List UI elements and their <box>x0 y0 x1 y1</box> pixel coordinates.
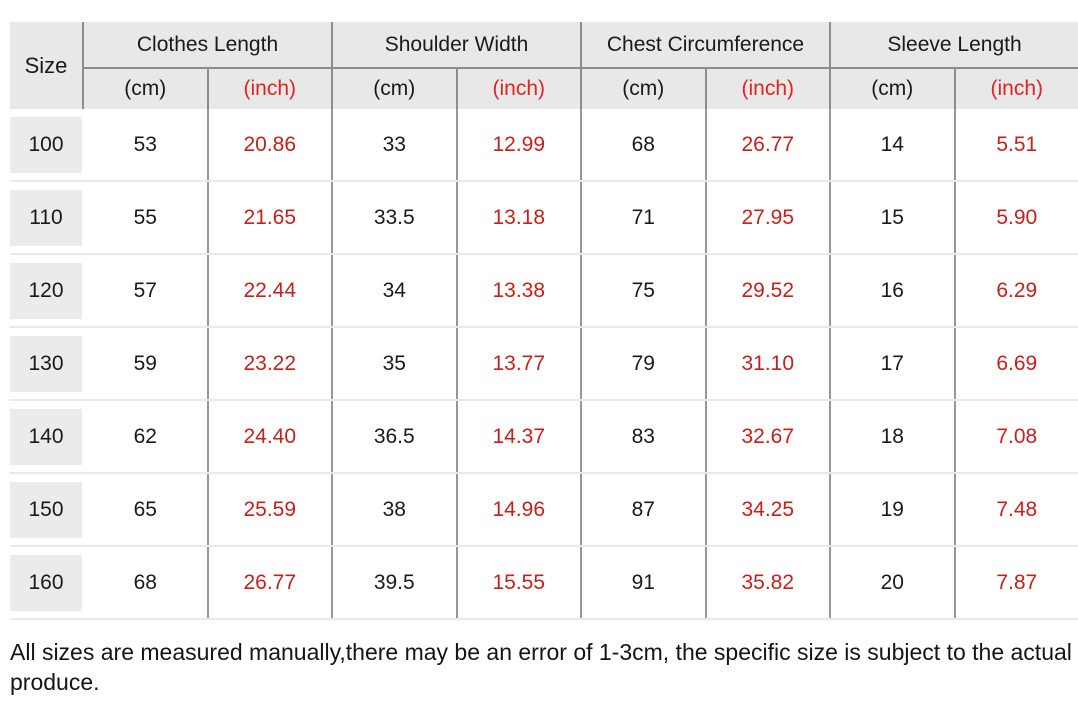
table-row: 160 68 26.77 39.5 15.55 91 35.82 20 7.87 <box>10 547 1078 620</box>
table-cell: 21.65 <box>209 182 333 253</box>
table-cell: 38 <box>333 474 458 545</box>
table-cell: 25.59 <box>209 474 333 545</box>
table-cell: 23.22 <box>209 328 333 399</box>
table-cell: 5.51 <box>996 132 1038 156</box>
table-cell: 83 <box>582 401 707 472</box>
table-cell: 53 <box>84 109 209 180</box>
size-cell: 120 <box>10 262 84 319</box>
table-cell: 59 <box>84 328 209 399</box>
table-cell: 68 <box>84 547 209 618</box>
size-column-header: Size <box>10 22 84 109</box>
table-row: 100 53 20.86 33 12.99 68 26.77 14 5.51 <box>10 109 1078 182</box>
size-cell: 100 <box>10 116 84 173</box>
table-cell: 6.29 <box>996 278 1038 302</box>
table-cell: 12.99 <box>458 109 582 180</box>
table-cell: 35.82 <box>707 547 831 618</box>
size-cell: 140 <box>10 408 84 465</box>
size-cell: 150 <box>10 481 84 538</box>
table-cell: 75 <box>582 255 707 326</box>
table-cell: 6.69 <box>996 351 1038 375</box>
table-cell: 62 <box>84 401 209 472</box>
table-cell: 32.67 <box>707 401 831 472</box>
group-header-chest-circumference: Chest Circumference <box>582 22 831 67</box>
table-cell: 34.25 <box>707 474 831 545</box>
table-cell: 20 <box>831 547 956 618</box>
table-cell: 7.87 <box>996 570 1038 594</box>
size-cell: 160 <box>10 554 84 611</box>
table-row: 130 59 23.22 35 13.77 79 31.10 17 6.69 <box>10 328 1078 401</box>
table-cell: 20.86 <box>209 109 333 180</box>
table-cell: 14.37 <box>458 401 582 472</box>
table-cell: 19 <box>831 474 956 545</box>
group-header-row: Clothes Length Shoulder Width Chest Circ… <box>84 22 1078 69</box>
size-cell: 130 <box>10 335 84 392</box>
group-header-shoulder-width: Shoulder Width <box>333 22 582 67</box>
table-body: 100 53 20.86 33 12.99 68 26.77 14 5.51 1… <box>10 109 1078 620</box>
unit-header-inch: (inch) <box>458 69 582 109</box>
unit-header-cm: (cm) <box>84 69 209 109</box>
table-cell: 15.55 <box>458 547 582 618</box>
header-groups: Clothes Length Shoulder Width Chest Circ… <box>84 22 1078 109</box>
table-row: 120 57 22.44 34 13.38 75 29.52 16 6.29 <box>10 255 1078 328</box>
table-cell: 26.77 <box>707 109 831 180</box>
table-cell: 55 <box>84 182 209 253</box>
table-cell: 16 <box>831 255 956 326</box>
table-row: 140 62 24.40 36.5 14.37 83 32.67 18 7.08 <box>10 401 1078 474</box>
table-cell: 14 <box>831 109 956 180</box>
table-cell: 14.96 <box>458 474 582 545</box>
unit-header-cm: (cm) <box>831 69 956 109</box>
table-cell: 26.77 <box>209 547 333 618</box>
table-cell: 71 <box>582 182 707 253</box>
table-cell: 39.5 <box>333 547 458 618</box>
table-cell: 91 <box>582 547 707 618</box>
table-cell: 13.18 <box>458 182 582 253</box>
table-header: Size Clothes Length Shoulder Width Chest… <box>10 22 1078 109</box>
table-cell: 15 <box>831 182 956 253</box>
table-cell: 7.08 <box>996 424 1038 448</box>
table-cell: 68 <box>582 109 707 180</box>
table-cell: 18 <box>831 401 956 472</box>
table-cell: 27.95 <box>707 182 831 253</box>
table-cell: 87 <box>582 474 707 545</box>
size-cell: 110 <box>10 189 84 246</box>
table-cell: 34 <box>333 255 458 326</box>
table-cell: 22.44 <box>209 255 333 326</box>
table-cell: 33.5 <box>333 182 458 253</box>
unit-header-inch: (inch) <box>990 77 1043 100</box>
table-cell: 33 <box>333 109 458 180</box>
table-cell: 24.40 <box>209 401 333 472</box>
table-cell: 13.38 <box>458 255 582 326</box>
table-cell: 29.52 <box>707 255 831 326</box>
group-header-clothes-length: Clothes Length <box>84 22 333 67</box>
unit-header-row: (cm) (inch) (cm) (inch) (cm) (inch) (cm)… <box>84 69 1078 109</box>
unit-header-cm: (cm) <box>333 69 458 109</box>
table-cell: 31.10 <box>707 328 831 399</box>
table-cell: 7.48 <box>996 497 1038 521</box>
table-row: 110 55 21.65 33.5 13.18 71 27.95 15 5.90 <box>10 182 1078 255</box>
group-header-sleeve-length: Sleeve Length <box>887 32 1022 56</box>
measurement-disclaimer: All sizes are measured manually,there ma… <box>10 639 1072 696</box>
table-cell: 36.5 <box>333 401 458 472</box>
table-cell: 13.77 <box>458 328 582 399</box>
table-row: 150 65 25.59 38 14.96 87 34.25 19 7.48 <box>10 474 1078 547</box>
unit-header-inch: (inch) <box>209 69 333 109</box>
unit-header-inch: (inch) <box>707 69 831 109</box>
unit-header-cm: (cm) <box>582 69 707 109</box>
table-cell: 79 <box>582 328 707 399</box>
table-cell: 65 <box>84 474 209 545</box>
table-cell: 35 <box>333 328 458 399</box>
table-cell: 17 <box>831 328 956 399</box>
table-cell: 57 <box>84 255 209 326</box>
table-cell: 5.90 <box>996 205 1038 229</box>
